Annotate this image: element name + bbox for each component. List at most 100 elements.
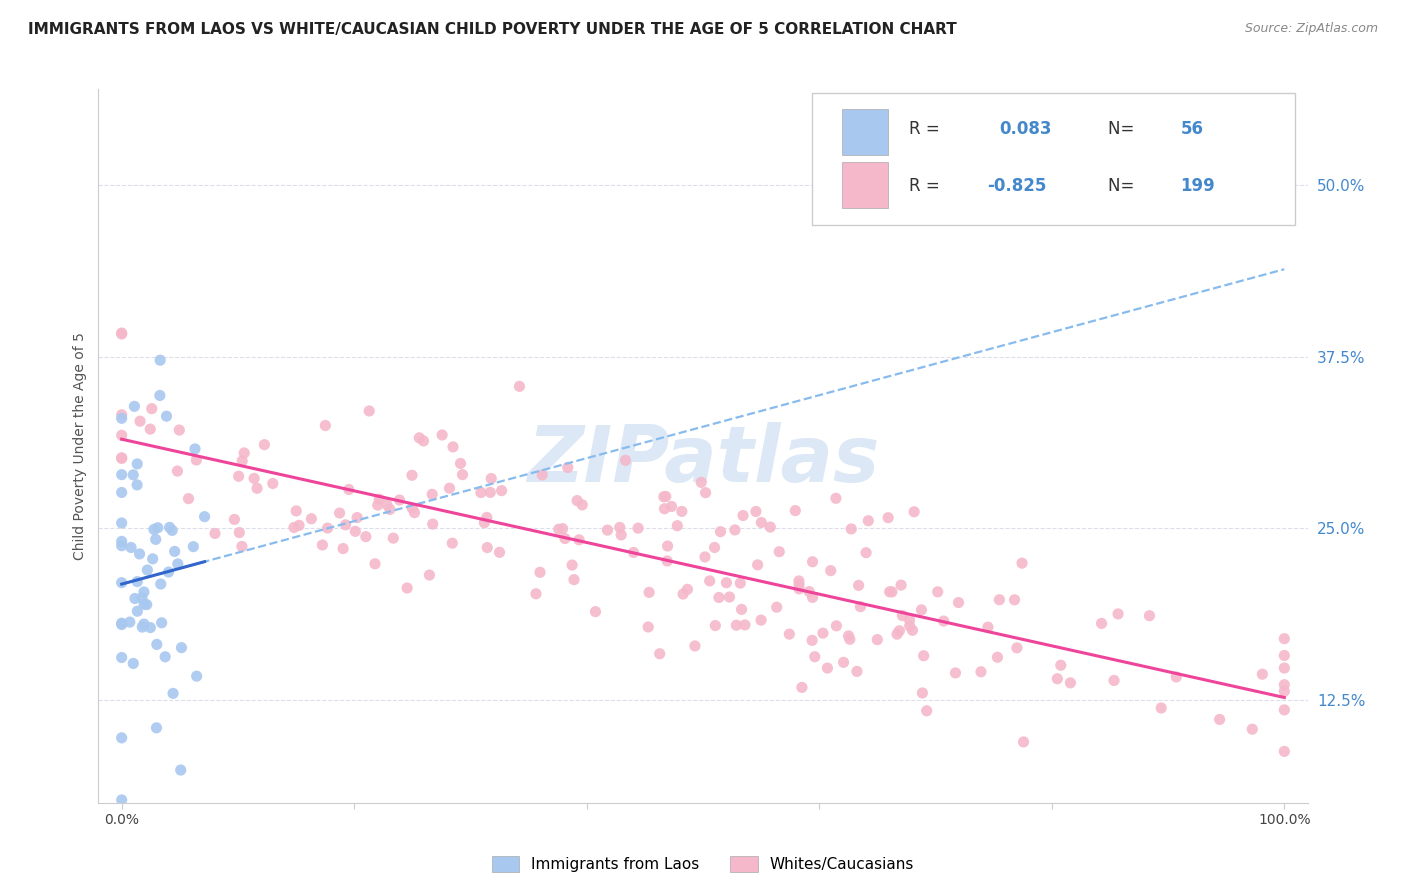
Point: [880, 585, 903, 599]
Point: [749, 516, 772, 530]
Point: [149, 577, 172, 591]
Point: [141, 401, 163, 416]
Point: [111, 411, 134, 425]
Point: [1049, 658, 1071, 673]
Point: [585, 605, 607, 619]
Point: [127, 457, 149, 471]
Point: [731, 508, 754, 523]
Point: [749, 613, 772, 627]
Point: [648, 647, 671, 661]
Point: [253, 438, 276, 452]
Point: [441, 536, 464, 550]
Point: [111, 731, 134, 745]
Point: [1272, 744, 1295, 758]
Point: [337, 483, 360, 497]
Point: [477, 541, 499, 555]
Point: [111, 534, 134, 549]
Point: [364, 557, 387, 571]
Point: [136, 563, 159, 577]
Point: [204, 526, 226, 541]
Point: [1272, 703, 1295, 717]
Text: ZIPatlas: ZIPatlas: [527, 422, 879, 499]
Point: [111, 428, 134, 442]
Point: [778, 627, 800, 641]
Point: [314, 418, 336, 433]
Point: [233, 446, 256, 460]
Point: [412, 434, 434, 448]
Text: N=: N=: [1108, 120, 1140, 137]
Point: [146, 521, 169, 535]
Point: [730, 576, 752, 591]
Point: [610, 528, 633, 542]
Point: [450, 457, 472, 471]
Point: [111, 451, 134, 466]
Point: [568, 533, 591, 547]
Point: [683, 639, 706, 653]
Point: [1272, 684, 1295, 698]
Point: [111, 326, 134, 341]
Point: [231, 540, 253, 554]
Point: [1090, 616, 1112, 631]
Point: [111, 575, 134, 590]
Point: [118, 615, 141, 629]
Point: [912, 648, 935, 663]
Point: [1251, 667, 1274, 681]
Point: [1011, 556, 1033, 570]
Point: [430, 428, 453, 442]
Point: [170, 763, 193, 777]
Point: [676, 582, 699, 597]
Point: [1272, 805, 1295, 819]
Point: [155, 409, 177, 424]
Point: [1150, 701, 1173, 715]
Point: [890, 578, 912, 592]
Y-axis label: Child Poverty Under the Age of 5: Child Poverty Under the Age of 5: [73, 332, 87, 560]
Point: [848, 578, 870, 592]
Point: [401, 468, 423, 483]
Point: [128, 547, 150, 561]
Point: [1059, 676, 1081, 690]
Point: [157, 565, 180, 579]
Point: [886, 627, 908, 641]
Point: [111, 539, 134, 553]
Point: [162, 686, 184, 700]
Point: [111, 516, 134, 530]
Point: [903, 505, 925, 519]
Point: [146, 637, 169, 651]
Point: [186, 453, 208, 467]
Point: [111, 616, 134, 631]
Text: R =: R =: [908, 120, 945, 137]
Point: [623, 545, 645, 559]
Point: [716, 575, 738, 590]
Point: [596, 523, 619, 537]
Point: [825, 491, 848, 506]
Point: [879, 584, 901, 599]
Point: [224, 512, 246, 526]
Point: [785, 503, 807, 517]
Point: [246, 481, 269, 495]
Point: [441, 440, 464, 454]
Point: [693, 549, 716, 564]
Text: -0.825: -0.825: [987, 177, 1046, 194]
Point: [470, 485, 492, 500]
Text: Source: ZipAtlas.com: Source: ZipAtlas.com: [1244, 22, 1378, 36]
Point: [139, 422, 162, 436]
Point: [524, 587, 547, 601]
Point: [404, 506, 426, 520]
Point: [1139, 608, 1161, 623]
Point: [695, 485, 717, 500]
Point: [122, 467, 145, 482]
Point: [335, 517, 357, 532]
Point: [474, 516, 496, 530]
Point: [186, 669, 208, 683]
Point: [815, 661, 838, 675]
Point: [1107, 607, 1129, 621]
Point: [801, 555, 824, 569]
Point: [184, 442, 207, 456]
Point: [898, 613, 921, 627]
Point: [927, 584, 949, 599]
Point: [127, 604, 149, 618]
Point: [832, 656, 855, 670]
Point: [671, 504, 693, 518]
Point: [194, 509, 217, 524]
Point: [132, 585, 155, 599]
